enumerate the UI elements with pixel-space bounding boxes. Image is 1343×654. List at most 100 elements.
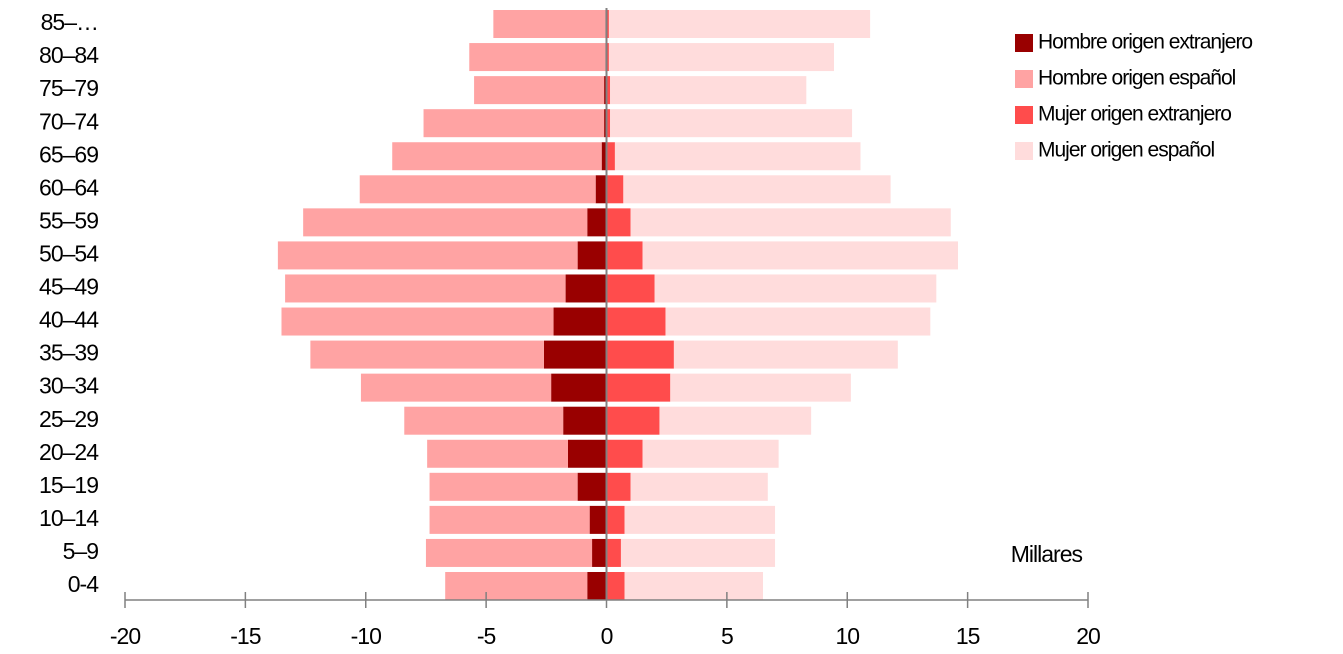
y-tick-label: 5–9 [63, 538, 99, 564]
legend-label: Mujer origen español [1038, 139, 1214, 162]
bar [606, 505, 625, 534]
bar [606, 109, 611, 138]
bar [642, 241, 958, 270]
x-tick-label: 10 [835, 623, 859, 649]
bar [606, 373, 671, 402]
bar [285, 274, 566, 303]
y-tick-label: 85–… [41, 9, 98, 35]
bar [445, 572, 588, 600]
bar [624, 505, 776, 534]
x-tick-label: -10 [351, 623, 381, 649]
bar [614, 142, 861, 171]
unit-label: Millares [1011, 541, 1083, 567]
bar [606, 274, 655, 303]
x-tick-label: 0 [601, 623, 613, 649]
bar [606, 43, 609, 72]
y-tick-label: 45–49 [39, 274, 98, 300]
y-tick-label: 80–84 [39, 42, 99, 68]
bar [551, 373, 607, 402]
x-tick-label: -5 [477, 623, 496, 649]
bar [606, 340, 674, 369]
bar [604, 76, 607, 105]
bar [577, 241, 607, 270]
y-tick-label: 40–44 [39, 307, 99, 333]
bar [427, 439, 568, 468]
bar [423, 109, 605, 138]
bar [474, 76, 605, 105]
bar [606, 538, 621, 567]
bar [624, 572, 763, 600]
bar [630, 208, 951, 237]
x-tick-label: -15 [230, 623, 260, 649]
bar [623, 175, 891, 204]
bar [277, 241, 578, 270]
y-tick-label: 0-4 [68, 571, 99, 597]
x-tick-label: -20 [110, 623, 140, 649]
y-tick-label: 25–29 [39, 406, 98, 432]
bar [654, 274, 937, 303]
bar [665, 307, 931, 336]
y-tick-label: 30–34 [39, 373, 99, 399]
bar [608, 43, 835, 72]
bar [543, 340, 607, 369]
bar [493, 10, 606, 38]
bar [606, 10, 609, 38]
bar [429, 505, 590, 534]
bar [606, 208, 631, 237]
bar [589, 505, 607, 534]
bar [404, 406, 564, 435]
bar [642, 439, 779, 468]
bar [565, 274, 607, 303]
bar [606, 76, 611, 105]
y-tick-label: 65–69 [39, 141, 98, 167]
bar [310, 340, 544, 369]
bar [392, 142, 602, 171]
bar [606, 572, 625, 600]
bar [620, 538, 776, 567]
bar [595, 175, 607, 204]
y-tick-label: 55–59 [39, 207, 98, 233]
bar [601, 142, 607, 171]
bar [587, 208, 607, 237]
y-tick-label: 35–39 [39, 340, 98, 366]
bar [606, 439, 643, 468]
bar [604, 109, 607, 138]
legend-swatch [1015, 106, 1033, 124]
bar [563, 406, 607, 435]
x-tick-label: 20 [1076, 623, 1100, 649]
bar [606, 472, 631, 501]
bar [606, 241, 643, 270]
bar [425, 538, 593, 567]
bar [553, 307, 607, 336]
bar [606, 142, 615, 171]
bar [673, 340, 898, 369]
legend-label: Hombre origen extranjero [1038, 31, 1252, 54]
bar [359, 175, 596, 204]
bar [670, 373, 851, 402]
bar [630, 472, 768, 501]
y-tick-label: 75–79 [39, 75, 98, 101]
legend-label: Hombre origen español [1038, 67, 1236, 90]
y-tick-label: 10–14 [39, 505, 99, 531]
x-tick-label: 15 [956, 623, 980, 649]
bar [610, 76, 807, 105]
bar [469, 43, 606, 72]
y-tick-label: 20–24 [39, 439, 99, 465]
bar [606, 307, 666, 336]
bar [360, 373, 552, 402]
y-tick-label: 70–74 [39, 108, 99, 134]
bar [659, 406, 812, 435]
bar [567, 439, 607, 468]
bar [592, 538, 607, 567]
bar [587, 572, 607, 600]
bar [303, 208, 588, 237]
legend-label: Mujer origen extranjero [1038, 103, 1231, 126]
y-tick-label: 15–19 [39, 472, 98, 498]
bar [610, 109, 853, 138]
legend-swatch [1015, 70, 1033, 88]
bar [608, 10, 871, 38]
bar [606, 175, 624, 204]
bar [606, 406, 660, 435]
